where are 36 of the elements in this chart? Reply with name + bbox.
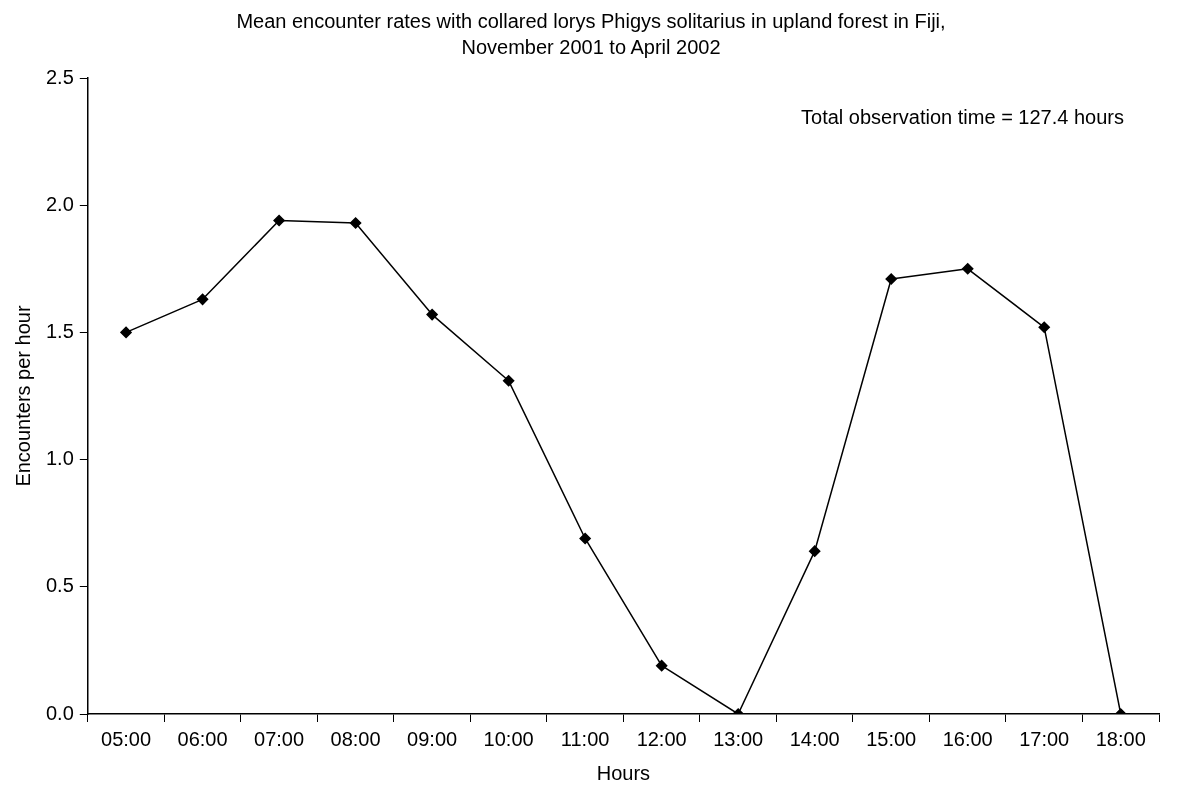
point bbox=[120, 326, 132, 339]
x-axis-title: Hours bbox=[596, 761, 651, 784]
annotation: Total observation time = 127.4 hours bbox=[801, 105, 1124, 128]
y-tick-label: 1.5 bbox=[45, 319, 74, 342]
x-tick-label: 15:00 bbox=[866, 727, 917, 750]
x-tick-label: 05:00 bbox=[101, 727, 152, 750]
point bbox=[426, 308, 438, 321]
y-tick-label: 0.5 bbox=[45, 574, 74, 597]
point bbox=[961, 263, 974, 275]
point bbox=[502, 374, 515, 387]
y-axis-title: Encounters per hour bbox=[11, 305, 34, 487]
chart-title: Mean encounter rates with collared lorys Phigys solitarius in upland forest in Fiji, November 2001 to April 2002 bbox=[235, 9, 947, 60]
x-tick-label: 18:00 bbox=[1095, 727, 1146, 750]
x-tick-label: 07:00 bbox=[254, 727, 305, 750]
point bbox=[1038, 321, 1050, 334]
y-tick-label: 2.0 bbox=[45, 192, 74, 215]
x-tick-label: 11:00 bbox=[560, 727, 610, 750]
point bbox=[808, 545, 821, 557]
point bbox=[196, 293, 209, 306]
x-tick-label: 13:00 bbox=[713, 727, 764, 750]
y-tick-label: 0.0 bbox=[45, 701, 74, 724]
x-tick-label: 08:00 bbox=[330, 727, 381, 750]
point bbox=[655, 659, 668, 672]
x-tick-label: 09:00 bbox=[407, 727, 458, 750]
point bbox=[885, 273, 897, 285]
x-tick-label: 17:00 bbox=[1019, 727, 1070, 750]
x-tick-label: 14:00 bbox=[789, 727, 840, 750]
point bbox=[349, 217, 362, 229]
point bbox=[579, 532, 591, 545]
y-tick-label: 1.0 bbox=[45, 447, 74, 470]
x-tick-label: 16:00 bbox=[942, 727, 993, 750]
x-tick-label: 06:00 bbox=[177, 727, 228, 750]
x-tick-label: 10:00 bbox=[483, 727, 534, 750]
x-tick-label: 12:00 bbox=[636, 727, 687, 750]
point bbox=[273, 214, 285, 227]
y-tick-label: 2.5 bbox=[45, 65, 74, 88]
